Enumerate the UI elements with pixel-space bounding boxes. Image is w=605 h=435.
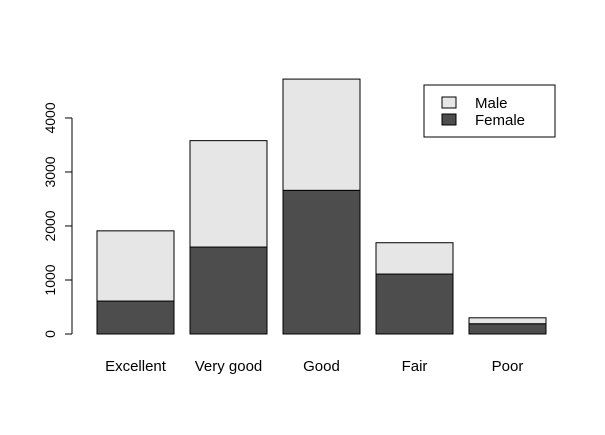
bar-female-poor bbox=[468, 323, 547, 335]
bar-male-poor bbox=[468, 317, 547, 325]
x-tick-label: Poor bbox=[492, 358, 524, 375]
y-tick-label: 2000 bbox=[42, 210, 58, 241]
bars-layer bbox=[96, 78, 547, 335]
x-tick-label: Good bbox=[303, 358, 340, 375]
y-axis: 0 1000 2000 3000 4000 bbox=[42, 102, 73, 338]
y-tick-label: 0 bbox=[42, 330, 58, 338]
legend-box bbox=[423, 84, 556, 138]
bar-female-fair bbox=[375, 273, 454, 335]
bar-male-excellent bbox=[96, 230, 175, 302]
legend-swatch-male bbox=[441, 96, 457, 109]
x-tick-label: Fair bbox=[402, 358, 428, 375]
legend-swatch-female bbox=[441, 113, 457, 126]
bar-female-very-good bbox=[189, 246, 268, 335]
legend-label-male: Male bbox=[475, 95, 508, 112]
y-tick-label: 4000 bbox=[42, 102, 58, 133]
bar-male-good bbox=[282, 78, 361, 191]
y-tick-label: 3000 bbox=[42, 156, 58, 187]
x-tick-label: Very good bbox=[195, 358, 263, 375]
x-tick-label: Excellent bbox=[105, 358, 167, 375]
legend-label-female: Female bbox=[475, 112, 525, 129]
bar-male-fair bbox=[375, 242, 454, 275]
y-tick-label: 1000 bbox=[42, 264, 58, 295]
bar-male-very-good bbox=[189, 140, 268, 248]
x-axis-labels: Excellent Very good Good Fair Poor bbox=[105, 358, 523, 375]
bar-female-excellent bbox=[96, 300, 175, 335]
bar-female-good bbox=[282, 189, 361, 335]
